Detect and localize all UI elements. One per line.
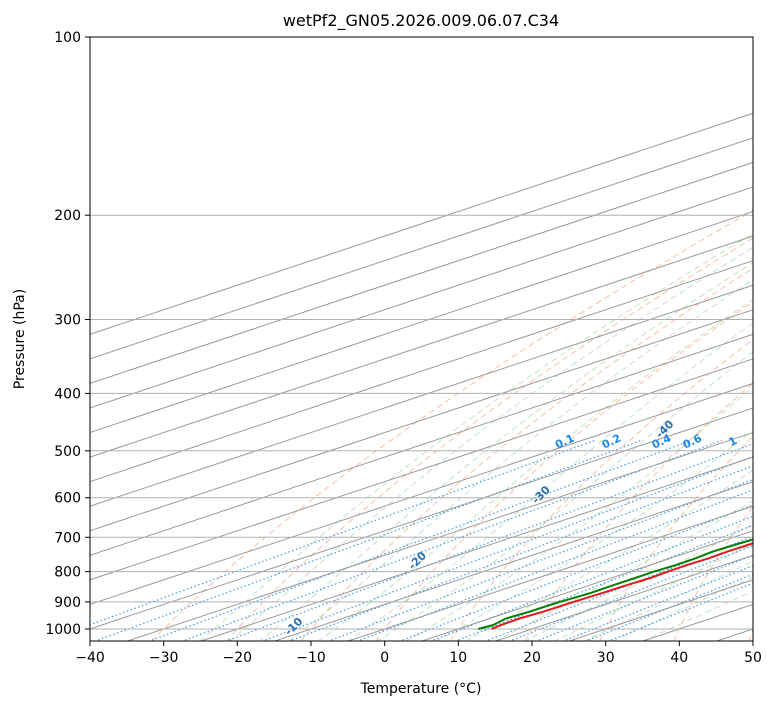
x-tick-label: −10 xyxy=(296,650,326,666)
isotherm-line xyxy=(90,137,753,360)
x-tick-label: −40 xyxy=(75,650,105,666)
mixing-ratio-line xyxy=(561,564,753,641)
y-tick-label: 400 xyxy=(54,386,81,402)
y-tick-label: 200 xyxy=(54,208,81,224)
isotherm-line xyxy=(199,456,753,641)
moist-adiabat-label: -20 xyxy=(406,549,429,572)
dry-adiabat-line xyxy=(300,267,753,641)
mixing-ratio-line xyxy=(147,439,692,641)
isotherm-line xyxy=(90,161,753,384)
x-axis-title: Temperature (°C) xyxy=(360,681,482,697)
isotherm-line xyxy=(90,333,753,556)
x-tick-label: 50 xyxy=(744,650,762,666)
profiles xyxy=(477,538,753,630)
dry-adiabat-line xyxy=(225,237,753,641)
y-tick-label: 1000 xyxy=(45,622,81,638)
mixing-ratio-line xyxy=(356,489,753,641)
mixing-ratio-line xyxy=(181,439,723,641)
plot-area: -100-90-80-70-60-50-40-30-20-10 01020304… xyxy=(90,37,775,641)
isotherm-line xyxy=(90,112,753,335)
isotherm-line xyxy=(420,530,753,641)
moist-adiabat-line xyxy=(376,350,753,641)
moist-adiabat-line xyxy=(229,246,753,641)
isotherm-line xyxy=(90,358,753,581)
isotherm-line xyxy=(346,505,753,641)
isotherm-line xyxy=(273,481,753,641)
isobars xyxy=(90,37,753,630)
mixing-ratio-label: 0.2 xyxy=(600,432,623,452)
moist-adiabat-line xyxy=(258,261,753,641)
isotherms xyxy=(90,112,753,641)
x-tick-label: 0 xyxy=(380,650,389,666)
mixing-ratio-lines xyxy=(90,439,753,641)
y-tick-label: 100 xyxy=(54,30,81,46)
moist-adiabat-line xyxy=(612,576,753,641)
y-tick-label: 800 xyxy=(54,565,81,581)
mixing-ratio-label: 0.6 xyxy=(681,431,704,451)
dry-adiabat-line xyxy=(150,209,753,641)
isotherm-line xyxy=(90,309,753,532)
moist-adiabat-line xyxy=(435,429,753,641)
y-tick-label: 500 xyxy=(54,444,81,460)
isotherm-line xyxy=(90,407,753,630)
moist-adiabat-line xyxy=(494,500,753,641)
y-axis: 100 200 300 400 500 600 700 800 900 1000 xyxy=(45,30,90,638)
mixing-ratio-label: 1.5 xyxy=(755,432,775,452)
mixing-ratio-line xyxy=(94,439,642,641)
temperature-profile xyxy=(491,542,753,630)
isotherm-line xyxy=(90,382,753,605)
y-tick-label: 900 xyxy=(54,595,81,611)
moist-adiabat-line xyxy=(553,543,753,641)
y-tick-label: 700 xyxy=(54,530,81,546)
isotherm-line xyxy=(90,210,753,434)
moist-adiabat-line xyxy=(287,279,753,641)
x-tick-label: 20 xyxy=(523,650,541,666)
isotherm-line xyxy=(125,431,753,641)
dry-adiabat-line xyxy=(599,435,753,641)
isotherm-line xyxy=(90,260,753,483)
moist-adiabat-line xyxy=(199,233,753,641)
x-tick-label: 30 xyxy=(597,650,615,666)
moist-adiabat-line xyxy=(346,322,753,641)
mixing-ratio-line xyxy=(261,455,753,641)
moist-adiabat-line xyxy=(523,523,753,641)
isotherm-line xyxy=(90,186,753,409)
y-tick-label: 600 xyxy=(54,491,81,507)
mixing-ratio-line xyxy=(429,515,753,641)
mixing-ratio-line xyxy=(398,504,753,641)
y-tick-label: 300 xyxy=(54,313,81,329)
moist-adiabat-line xyxy=(641,590,753,641)
x-axis: −40 −30 −20 −10 0 10 20 30 40 50 xyxy=(75,641,762,666)
dry-adiabat-line xyxy=(375,301,753,641)
chart-title: wetPf2_GN05.2026.009.06.07.C34 xyxy=(283,11,559,31)
dewpoint-profile xyxy=(477,538,753,630)
mixing-ratio-label: 1 xyxy=(727,434,739,449)
mixing-ratio-line xyxy=(90,439,596,626)
mixing-ratio-line xyxy=(508,544,753,641)
moist-adiabat-label: -30 xyxy=(530,483,553,506)
moist-adiabats xyxy=(199,233,753,641)
mixing-ratio-label: 0.1 xyxy=(553,432,576,452)
isotherm-line xyxy=(90,235,753,458)
x-tick-label: 10 xyxy=(449,650,467,666)
x-tick-label: −20 xyxy=(223,650,253,666)
dry-adiabat-line xyxy=(449,338,753,641)
moist-adiabat-labels: -100-90-80-70-60-50-40-30-20-10 xyxy=(282,417,676,638)
x-tick-label: 40 xyxy=(670,650,688,666)
plot-frame xyxy=(89,36,754,642)
x-tick-label: −30 xyxy=(149,650,179,666)
isotherm-line xyxy=(90,284,753,507)
y-axis-title: Pressure (hPa) xyxy=(12,289,28,389)
mixing-ratio-line xyxy=(534,554,753,641)
